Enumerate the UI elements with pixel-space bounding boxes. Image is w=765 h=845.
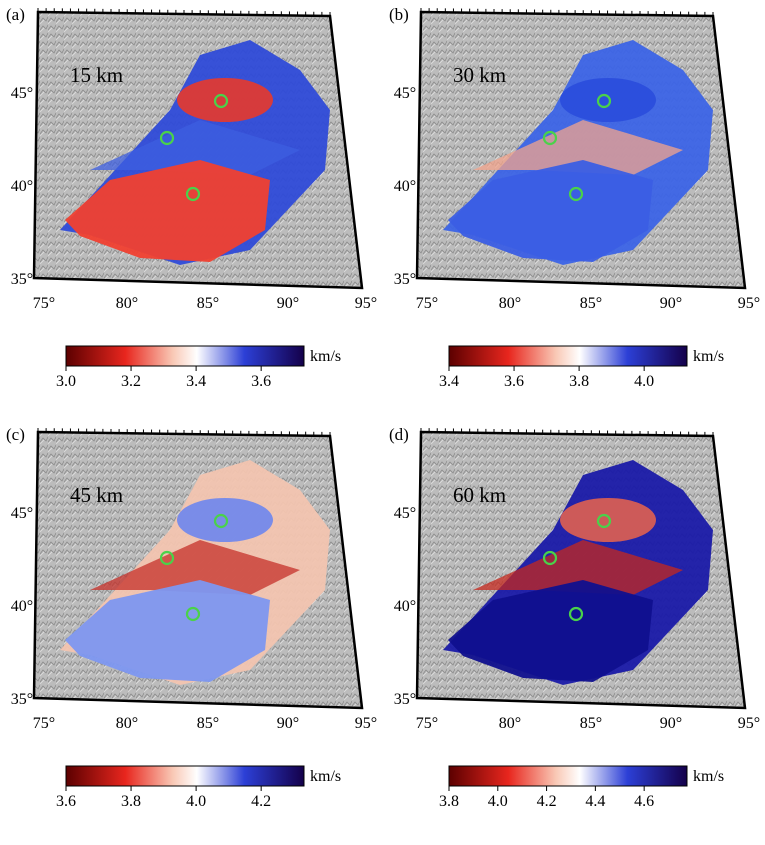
colorbar-tick: 4.0	[488, 793, 508, 810]
station-marker	[568, 606, 584, 622]
longitude-label: 95°	[738, 715, 760, 732]
station-marker	[159, 130, 175, 146]
longitude-label: 75°	[416, 715, 438, 732]
colorbar-tick: 3.2	[121, 373, 141, 390]
latitude-label: 45°	[394, 505, 416, 522]
depth-label: 30 km	[453, 63, 506, 87]
longitude-label: 85°	[197, 295, 219, 312]
velocity-region	[60, 460, 330, 685]
latitude-label: 35°	[394, 691, 416, 708]
longitude-label: 95°	[355, 295, 377, 312]
colorbar-tick: 4.0	[634, 373, 654, 390]
longitude-label: 90°	[277, 715, 299, 732]
colorbar-unit: km/s	[310, 768, 341, 785]
latitude-label: 40°	[11, 178, 33, 195]
station-marker	[596, 93, 612, 109]
longitude-label: 90°	[660, 295, 682, 312]
colorbar-unit: km/s	[310, 348, 341, 365]
map-figure: (b) 30 km 45° 40° 35°75° 80° 85° 90° 95° km/s 3.4 3…	[389, 5, 760, 390]
longitude-label: 85°	[197, 715, 219, 732]
panel-letter: (c)	[6, 425, 25, 444]
panel-letter: (d)	[389, 425, 409, 444]
station-marker	[213, 93, 229, 109]
colorbar-tick: 3.4	[439, 373, 459, 390]
colorbar	[65, 345, 305, 367]
colorbar-unit: km/s	[693, 768, 724, 785]
station-marker	[596, 513, 612, 529]
station-marker	[542, 550, 558, 566]
latitude-label: 35°	[394, 271, 416, 288]
colorbar-tick: 3.8	[569, 373, 589, 390]
longitude-label: 85°	[580, 295, 602, 312]
longitude-label: 90°	[660, 715, 682, 732]
colorbar-tick: 4.0	[186, 793, 206, 810]
station-marker	[159, 550, 175, 566]
latitude-label: 45°	[11, 505, 33, 522]
colorbar-tick: 3.4	[186, 373, 206, 390]
panel-b: (b) 30 km 45° 40° 35° 75° 80° 85° 90° 95° km/s 3.4 3…	[383, 0, 765, 420]
latitude-label: 35°	[11, 271, 33, 288]
panel-c: (c) 45 km 45° 40° 35° 75° 80° 85° 90° 95° km/s 3.6 3…	[0, 420, 382, 840]
map-figure: (c) 45 km 45° 40° 35°75° 80° 85° 90° 95° km/s 3.6 3…	[6, 425, 377, 810]
station-marker	[185, 606, 201, 622]
longitude-label: 90°	[277, 295, 299, 312]
latitude-label: 40°	[394, 178, 416, 195]
panel-letter: (a)	[6, 5, 25, 24]
colorbar-tick: 3.8	[439, 793, 459, 810]
longitude-label: 80°	[499, 715, 521, 732]
longitude-label: 75°	[416, 295, 438, 312]
colorbar-tick: 3.6	[251, 373, 271, 390]
depth-label: 60 km	[453, 483, 506, 507]
longitude-label: 80°	[116, 295, 138, 312]
latitude-label: 35°	[11, 691, 33, 708]
velocity-region	[443, 40, 713, 265]
colorbar-tick: 3.6	[504, 373, 524, 390]
colorbar-tick: 3.6	[56, 793, 76, 810]
longitude-label: 80°	[116, 715, 138, 732]
depth-label: 45 km	[70, 483, 123, 507]
colorbar	[448, 345, 688, 367]
station-marker	[213, 513, 229, 529]
colorbar-tick: 4.4	[585, 793, 605, 810]
colorbar-tick: 4.2	[537, 793, 557, 810]
depth-label: 15 km	[70, 63, 123, 87]
latitude-label: 45°	[394, 85, 416, 102]
latitude-label: 40°	[11, 598, 33, 615]
map-figure: (d) 60 km 45° 40° 35°75° 80° 85° 90° 95° km/s 3.8 4…	[389, 425, 760, 810]
latitude-label: 45°	[11, 85, 33, 102]
panel-a: (a) 15 km 45° 40° 35° 75° 80° 85° 90° 95° km/s 3.0 3…	[0, 0, 382, 420]
map-figure: (a) 15 km 45° 40° 35°75° 80° 85° 90° 95° km/s 3.0 3…	[6, 5, 377, 390]
colorbar-tick: 3.0	[56, 373, 76, 390]
longitude-label: 95°	[355, 715, 377, 732]
panel-letter: (b)	[389, 5, 409, 24]
station-marker	[542, 130, 558, 146]
station-marker	[568, 186, 584, 202]
colorbar-tick: 4.2	[251, 793, 271, 810]
velocity-region	[443, 460, 713, 685]
colorbar-unit: km/s	[693, 348, 724, 365]
longitude-label: 80°	[499, 295, 521, 312]
station-marker	[185, 186, 201, 202]
velocity-region	[60, 40, 330, 265]
colorbar	[65, 765, 305, 787]
longitude-label: 75°	[33, 295, 55, 312]
longitude-label: 85°	[580, 715, 602, 732]
colorbar-tick: 4.6	[634, 793, 654, 810]
longitude-label: 75°	[33, 715, 55, 732]
latitude-label: 40°	[394, 598, 416, 615]
longitude-label: 95°	[738, 295, 760, 312]
colorbar-tick: 3.8	[121, 793, 141, 810]
panel-d: (d) 60 km 45° 40° 35° 75° 80° 85° 90° 95° km/s 3.8 4…	[383, 420, 765, 840]
colorbar	[448, 765, 688, 787]
